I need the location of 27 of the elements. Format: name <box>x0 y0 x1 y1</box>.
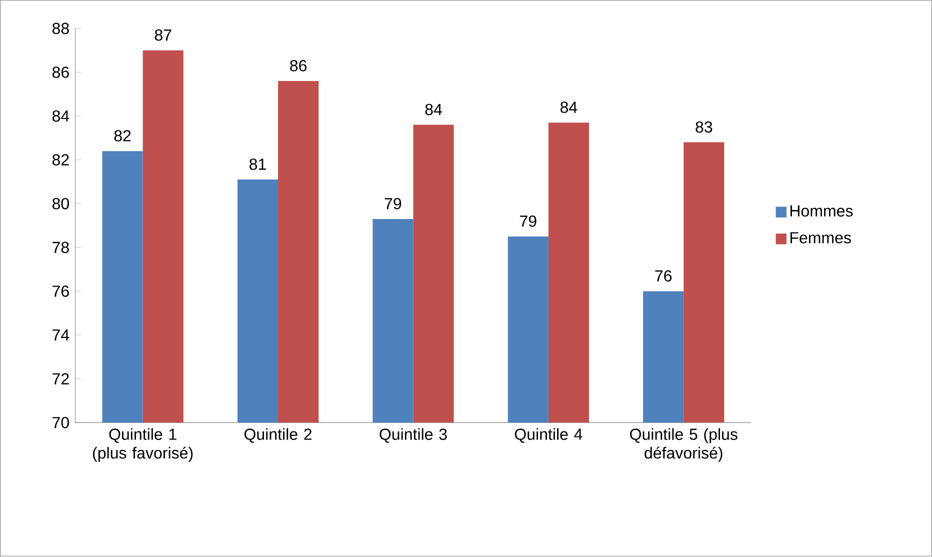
data-label: 87 <box>154 30 172 41</box>
y-tick-label: 78 <box>52 242 69 254</box>
x-tick-label: Quintile 2 <box>244 428 312 444</box>
legend-label: Hommes <box>790 206 853 217</box>
legend-label: Femmes <box>790 232 851 244</box>
data-label: 84 <box>425 104 442 116</box>
y-tick-label: 82 <box>52 154 69 166</box>
data-label: 81 <box>250 158 266 170</box>
x-tick-label: Quintile 3 <box>380 428 447 444</box>
data-label: 84 <box>560 102 578 114</box>
y-tick-label: 88 <box>52 22 69 34</box>
y-tick-label: 74 <box>52 330 70 341</box>
y-tick-label: 80 <box>52 198 69 210</box>
data-label: 79 <box>520 216 536 228</box>
data-label: 82 <box>114 130 131 142</box>
y-tick-label: 84 <box>52 110 70 122</box>
y-tick-label: 72 <box>52 373 69 385</box>
data-label: 83 <box>696 122 712 133</box>
data-label: 76 <box>655 270 672 282</box>
x-tick-label: Quintile 1 (plus favorisé) <box>93 428 193 462</box>
y-tick-label: 70 <box>52 417 69 428</box>
y-tick-label: 86 <box>52 66 69 78</box>
y-tick-label: 76 <box>52 286 69 298</box>
data-label: 86 <box>290 60 307 72</box>
data-label: 79 <box>384 198 402 210</box>
x-tick-label: Quintile 5 (plus défavorisé) <box>630 428 738 462</box>
x-tick-label: Quintile 4 <box>514 428 582 444</box>
